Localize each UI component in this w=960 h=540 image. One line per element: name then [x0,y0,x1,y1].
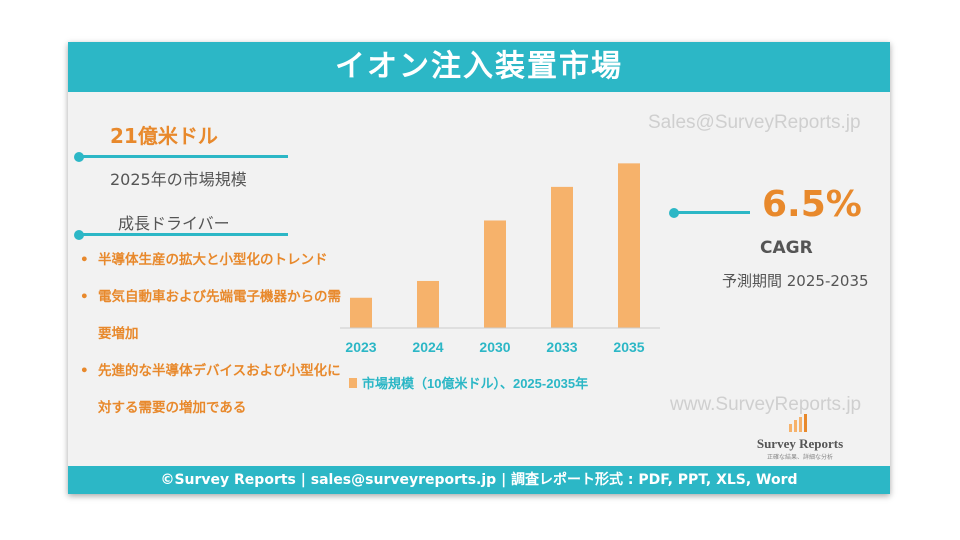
x-tick-label: 2030 [479,339,510,355]
forecast-period: 予測期間 2025-2035 [722,272,869,290]
drivers-heading: 成長ドライバー [118,214,230,233]
bar-2023 [350,297,372,328]
x-tick-label: 2033 [546,339,577,355]
market-bar-chart: 2023 2024 2030 2033 2035 市場規模（10億米ドル）、2025-2… [340,163,660,391]
market-size-label: 2025年の市場規模 [110,170,247,189]
driver-item: • 電気自動車および先端電子機器からの需要増加 [78,279,346,353]
driver-text: 先進的な半導体デバイスおよび小型化に対する需要の増加である [98,363,341,416]
bar-2033 [551,186,573,328]
cagr-value: 6.5% [762,184,862,225]
bar-2035 [618,163,640,328]
legend-swatch [349,378,357,388]
legend-label: 市場規模（10億米ドル）、2025-2035年 [362,376,588,391]
logo-bars-icon [789,414,807,432]
footer: ©Survey Reports | sales@surveyreports.jp… [68,466,890,494]
x-tick-label: 2035 [613,339,644,355]
logo-tagline: 正確な結果、詳細な分析 [766,454,833,461]
drivers-list: • 半導体生産の拡大と小型化のトレンド • 電気自動車および先端電子機器からの需要増… [78,242,346,427]
market-size-value: 21億米ドル [110,124,218,148]
bar-2030 [484,220,506,328]
drivers-connector-line [78,233,288,236]
infographic-card: イオン注入装置市場 Sales@SurveyReports.jp www.Sur… [68,42,890,494]
market-connector-line [78,155,288,158]
cagr-connector-line [674,211,750,214]
logo-name: Survey Reports [756,436,844,451]
x-tick-label: 2023 [345,339,376,355]
watermark-top: Sales@SurveyReports.jp [648,112,861,133]
driver-item: • 先進的な半導体デバイスおよび小型化に対する需要の増加である [78,353,346,427]
watermark-bottom: www.SurveyReports.jp [670,394,862,415]
driver-text: 半導体生産の拡大と小型化のトレンド [98,252,328,268]
bullet-icon: • [80,252,89,268]
x-tick-label: 2024 [412,339,443,355]
bullet-icon: • [80,363,89,379]
driver-item: • 半導体生産の拡大と小型化のトレンド [78,242,346,279]
bar-2024 [417,280,439,328]
survey-reports-logo: Survey Reports 正確な結果、詳細な分析 [748,414,852,461]
cagr-label: CAGR [760,238,813,258]
driver-text: 電気自動車および先端電子機器からの需要増加 [98,289,341,342]
page-title: イオン注入装置市場 [68,42,890,92]
bullet-icon: • [80,289,89,305]
